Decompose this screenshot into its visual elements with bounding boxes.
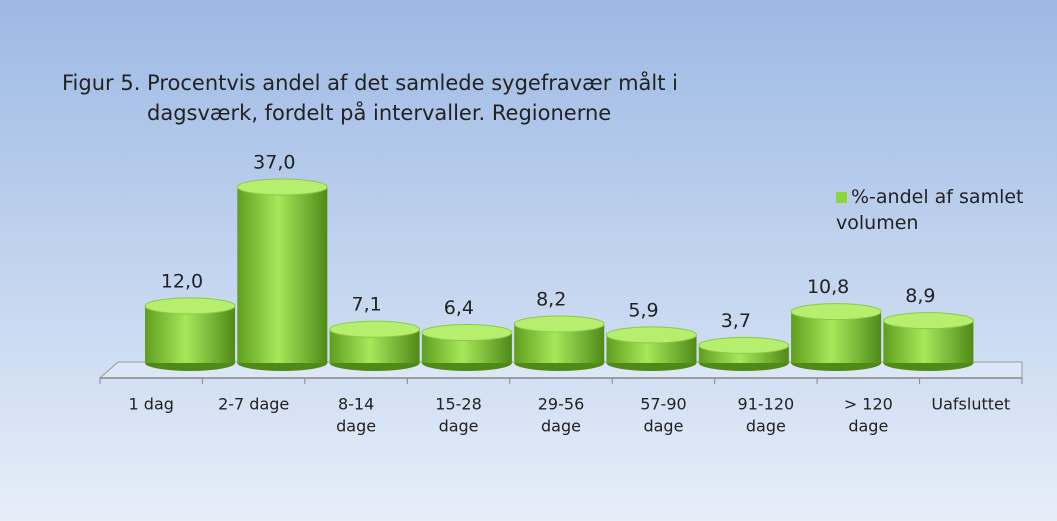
- bar-top: [882, 312, 974, 330]
- bar: [145, 305, 235, 363]
- x-tick-label: dage: [336, 417, 376, 436]
- bar-top: [329, 320, 421, 338]
- legend-label: %-andel af samlet volumen: [836, 186, 1024, 234]
- chart-title: dagsværk, fordelt på intervaller. Region…: [147, 100, 611, 125]
- data-label: 5,9: [628, 299, 658, 321]
- x-tick-label: dage: [746, 417, 786, 436]
- x-tick-label: dage: [439, 417, 479, 436]
- data-label: 37,0: [253, 152, 295, 174]
- legend: %-andel af samlet volumen: [836, 184, 1046, 236]
- x-tick-label: 29-56: [538, 395, 585, 414]
- data-label: 7,1: [351, 294, 381, 316]
- x-tick-label: 57-90: [640, 395, 687, 414]
- data-label: 6,4: [444, 297, 474, 319]
- x-tick-label: Uafsluttet: [931, 395, 1010, 414]
- x-tick-label: dage: [541, 417, 581, 436]
- data-label: 10,8: [807, 276, 849, 298]
- x-tick-label: 1 dag: [129, 395, 174, 414]
- x-tick-label: dage: [643, 417, 683, 436]
- bar-top: [606, 326, 697, 344]
- data-label: 8,2: [536, 288, 566, 310]
- data-label: 12,0: [161, 270, 203, 292]
- bar: [791, 311, 882, 363]
- data-label: 8,9: [905, 285, 935, 307]
- bar-top: [790, 303, 882, 321]
- bar-top: [513, 315, 605, 333]
- data-label: 3,7: [721, 310, 751, 332]
- bar-top: [698, 336, 790, 354]
- x-tick-label: 2-7 dage: [218, 395, 289, 414]
- x-tick-label: 91-120: [738, 395, 795, 414]
- bar-top: [236, 178, 328, 196]
- x-tick-label: > 120: [844, 395, 893, 414]
- bar-top: [144, 297, 236, 315]
- bar-top: [421, 324, 513, 342]
- x-tick-label: 15-28: [435, 395, 482, 414]
- x-tick-label: 8-14: [338, 395, 374, 414]
- legend-key: [836, 192, 847, 203]
- chart-title: Figur 5. Procentvis andel af det samlede…: [62, 70, 678, 95]
- bar: [237, 187, 328, 363]
- x-tick-label: dage: [848, 417, 888, 436]
